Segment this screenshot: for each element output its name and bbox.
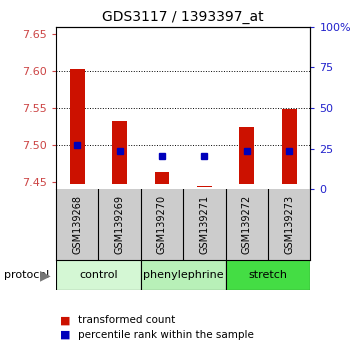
- Text: ▶: ▶: [40, 268, 51, 282]
- Text: GSM139273: GSM139273: [284, 195, 294, 255]
- Title: GDS3117 / 1393397_at: GDS3117 / 1393397_at: [103, 10, 264, 24]
- Text: GSM139272: GSM139272: [242, 195, 252, 255]
- Text: GSM139268: GSM139268: [72, 195, 82, 254]
- Text: transformed count: transformed count: [78, 315, 175, 325]
- Bar: [239, 127, 254, 184]
- Text: percentile rank within the sample: percentile rank within the sample: [78, 330, 253, 339]
- Text: phenylephrine: phenylephrine: [143, 270, 223, 280]
- Text: ■: ■: [60, 315, 70, 325]
- Bar: [155, 172, 169, 184]
- Bar: [56, 260, 141, 290]
- Text: stretch: stretch: [248, 270, 288, 280]
- Text: protocol: protocol: [4, 270, 49, 280]
- Bar: [70, 69, 84, 184]
- Text: GSM139269: GSM139269: [114, 195, 125, 254]
- Bar: [141, 260, 226, 290]
- Bar: [197, 186, 212, 187]
- Text: GSM139270: GSM139270: [157, 195, 167, 255]
- Text: ■: ■: [60, 330, 70, 339]
- Text: control: control: [79, 270, 118, 280]
- Text: GSM139271: GSM139271: [199, 195, 209, 255]
- Bar: [282, 109, 297, 184]
- Bar: [226, 260, 310, 290]
- Bar: [112, 121, 127, 184]
